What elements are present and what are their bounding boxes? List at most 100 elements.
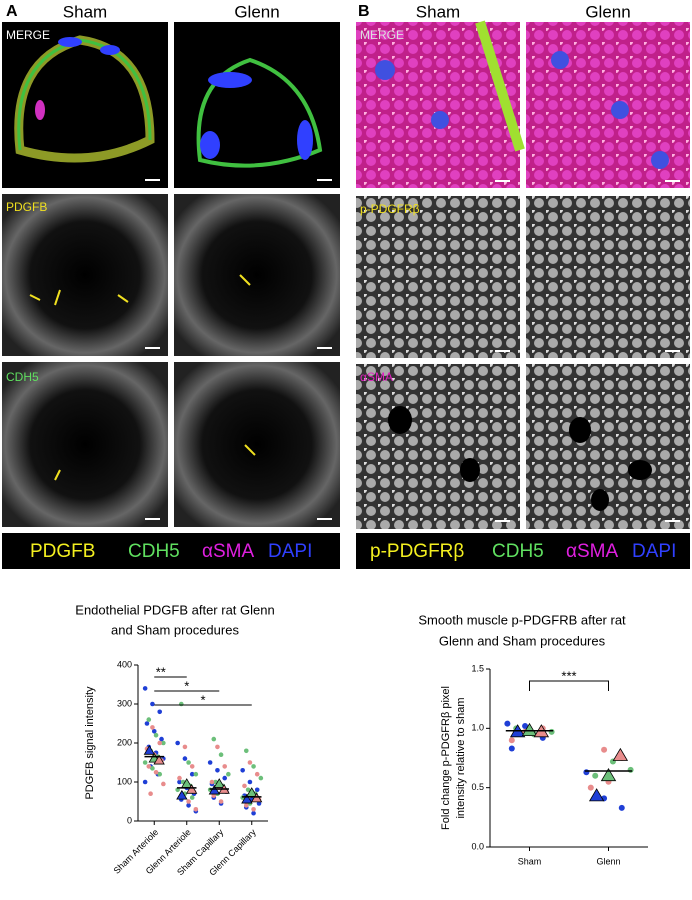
data-point: [177, 779, 182, 785]
x-tick-label: Sham: [518, 856, 542, 866]
data-point: [186, 760, 191, 765]
animal-mean: [176, 789, 188, 800]
image: [356, 196, 520, 358]
x-tick-label: Glenn: [596, 856, 620, 866]
data-point: [592, 772, 599, 779]
data-point: [177, 775, 182, 781]
data-point: [159, 736, 164, 742]
data-point: [150, 725, 155, 730]
y-tick-label: 1.0: [471, 723, 484, 733]
y-axis-label: Fold change p-PDGFRβ pixel: [440, 686, 452, 830]
data-point: [226, 771, 231, 777]
significance-label: *: [184, 678, 189, 693]
data-point: [508, 745, 515, 752]
panel-b-images: [356, 20, 690, 569]
image: [2, 194, 168, 356]
significance-label: **: [156, 664, 166, 679]
animal-mean: [521, 722, 538, 737]
animal-mean: [241, 793, 253, 804]
legend-word: CDH5: [492, 541, 544, 562]
data-point: [587, 784, 594, 791]
y-tick-label: 0: [127, 815, 132, 825]
data-point: [142, 779, 148, 785]
legend-bar: [2, 533, 340, 569]
data-point: [150, 766, 155, 771]
arrows: [29, 274, 256, 481]
vessel: [196, 57, 323, 168]
scale-bars: [145, 179, 332, 520]
data-point: [146, 717, 152, 722]
data-point: [182, 744, 188, 750]
image: [526, 196, 690, 358]
data-point: [144, 721, 150, 726]
legend-word: DAPI: [632, 541, 676, 562]
significance-bracket: [529, 680, 609, 691]
animal-mean: [208, 784, 221, 795]
y-tick-label: 0.5: [471, 782, 484, 792]
data-point: [175, 740, 180, 746]
data-point: [211, 793, 217, 798]
image: [174, 194, 340, 356]
data-point: [157, 709, 163, 715]
data-point: [247, 779, 253, 785]
legend-word: CDH5: [128, 541, 180, 562]
animal-mean: [250, 792, 263, 803]
data-point: [240, 768, 245, 773]
animal-mean: [588, 788, 605, 802]
data-point: [151, 729, 157, 734]
y-tick-label: 1.5: [471, 663, 484, 673]
data-point: [193, 807, 199, 812]
data-point: [157, 771, 163, 777]
data-point: [189, 764, 195, 769]
y-axis-label: PDGFB signal intensity: [84, 686, 96, 800]
legend-word: αSMA: [566, 541, 618, 562]
data-point: [601, 746, 608, 753]
data-point: [222, 764, 228, 769]
row-label: p-PDGFRβ: [360, 202, 420, 216]
column-header: Glenn: [234, 2, 279, 21]
data-point: [242, 783, 247, 789]
chart-title: Smooth muscle p-PDGFRB after rat: [418, 612, 626, 627]
data-point: [146, 764, 152, 769]
y-tick-label: 0.0: [471, 841, 484, 851]
y-axis-label: intensity relative to sham: [455, 697, 467, 818]
vessel: [475, 20, 525, 152]
animal-mean: [185, 784, 198, 794]
data-point: [508, 737, 515, 744]
row-label: PDGFB: [6, 200, 47, 214]
data-point: [215, 768, 220, 773]
panel-a-images: [2, 22, 340, 569]
panel-letter: A: [6, 3, 18, 20]
data-point: [251, 810, 256, 816]
data-point: [258, 775, 264, 781]
data-point: [209, 779, 215, 785]
chart-title: Endothelial PDGFB after rat Glenn: [75, 602, 274, 617]
animal-mean: [213, 778, 225, 788]
data-point: [548, 728, 555, 735]
legend-word: PDGFB: [30, 541, 95, 562]
row-label: αSMA: [360, 370, 393, 384]
data-point: [251, 807, 256, 812]
data-point: [186, 799, 191, 804]
data-point: [243, 748, 249, 754]
column-header: Glenn: [585, 2, 630, 21]
data-point: [218, 752, 224, 757]
charts: Endothelial PDGFB after rat Glenn and Sha…: [75, 602, 648, 878]
data-point: [150, 701, 155, 707]
data-point: [254, 787, 260, 793]
image: [174, 362, 340, 527]
row-label: CDH5: [6, 370, 39, 384]
animal-mean: [143, 745, 156, 755]
y-tick-label: 400: [117, 659, 132, 669]
panel-letter: B: [358, 3, 370, 20]
data-point: [157, 740, 163, 746]
image: [356, 364, 520, 529]
data-point: [161, 781, 166, 787]
image: [2, 362, 168, 527]
data-point: [148, 791, 153, 796]
data-point: [178, 701, 184, 707]
data-point: [142, 686, 148, 691]
data-point: [189, 795, 195, 800]
y-tick-label: 300: [117, 698, 132, 708]
